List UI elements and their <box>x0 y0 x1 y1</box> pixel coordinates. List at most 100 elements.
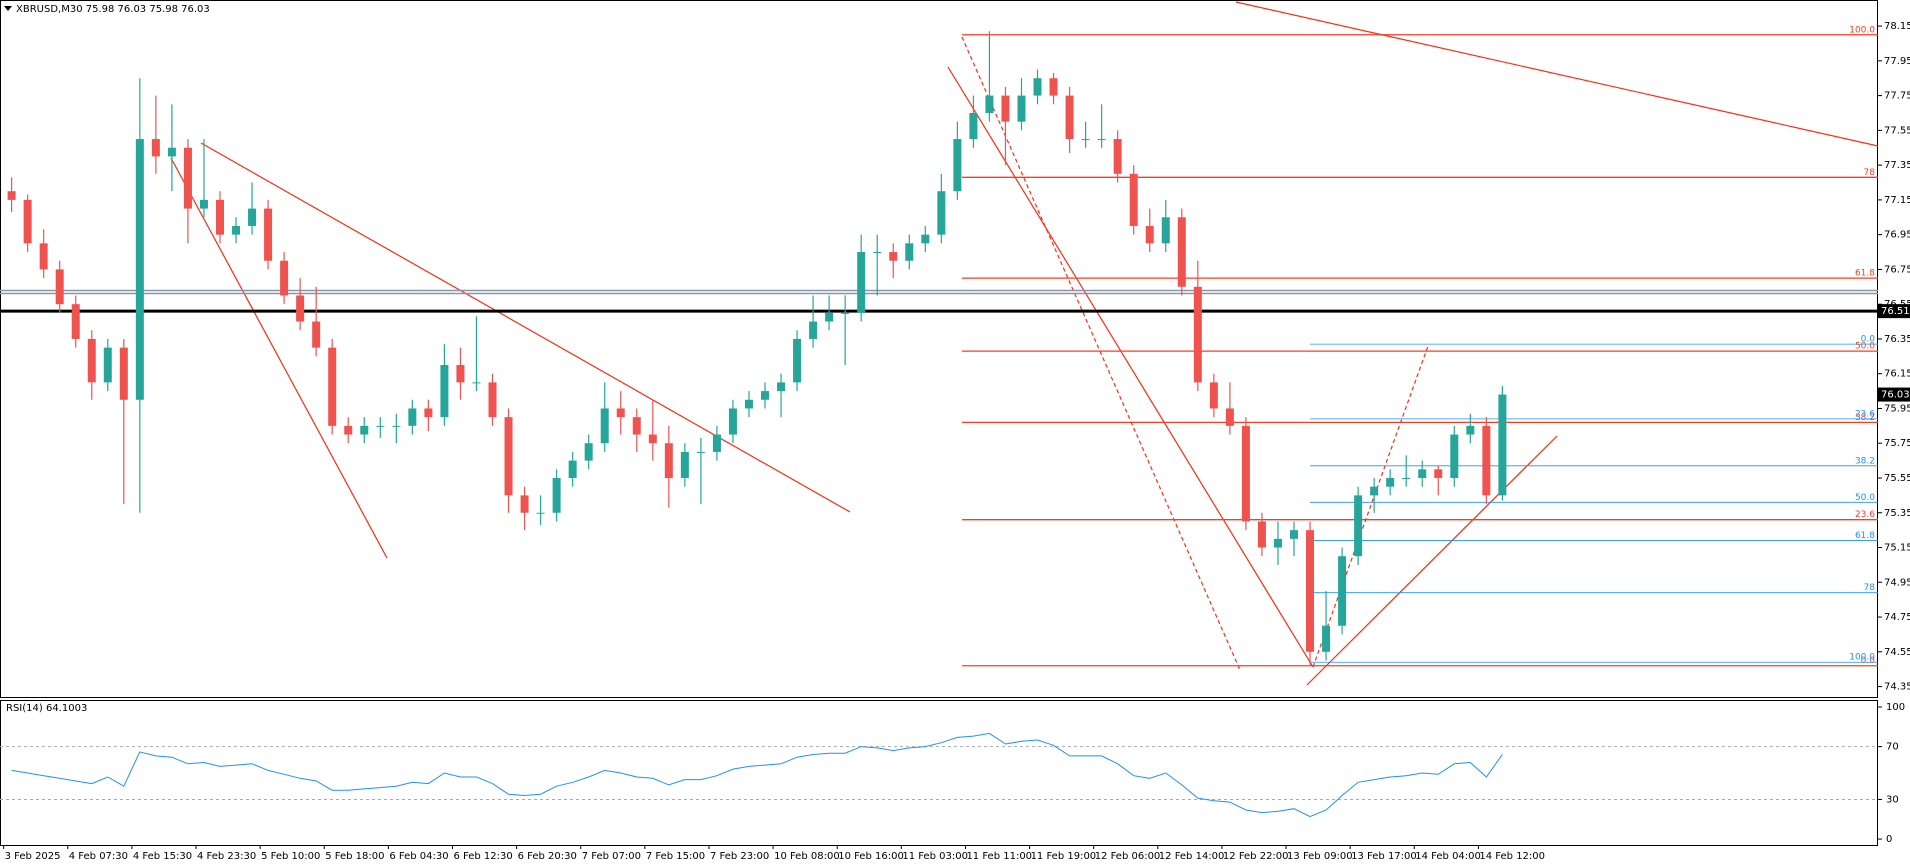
candle-body <box>264 208 273 261</box>
candle-body <box>1049 78 1058 96</box>
candle-body <box>392 425 401 427</box>
candle-body <box>1354 495 1363 557</box>
candle-body <box>648 434 657 444</box>
candle-body <box>7 191 16 200</box>
candle-body <box>728 408 737 435</box>
candle-body <box>857 252 866 313</box>
fib-level-label: 38.2 <box>1855 456 1875 466</box>
candle-body <box>1097 139 1106 141</box>
y-tick-label: 76.15 <box>1884 369 1910 380</box>
candle-body <box>536 512 545 514</box>
candle-body <box>1434 469 1443 478</box>
candle-body <box>600 408 609 444</box>
y-tick-label: 75.75 <box>1884 438 1910 449</box>
x-tick-label: 6 Feb 04:30 <box>389 851 448 862</box>
candle-body <box>328 347 337 426</box>
fib-level-label: 23.6 <box>1855 510 1875 520</box>
rsi-tick-label: 0 <box>1886 834 1892 845</box>
candle-body <box>1145 225 1154 244</box>
candle-body <box>215 199 224 235</box>
x-tick-label: 6 Feb 12:30 <box>453 851 512 862</box>
fib-level-label: 0.0 <box>1861 335 1876 345</box>
candle-body <box>1386 477 1395 487</box>
candle-body <box>937 191 946 235</box>
candle-body <box>199 199 208 209</box>
candle-body <box>841 312 850 314</box>
candle-body <box>632 417 641 435</box>
collapse-arrow[interactable] <box>4 6 12 11</box>
fib-anchor-line <box>961 36 1241 671</box>
candle-body <box>1498 394 1507 496</box>
x-tick-label: 10 Feb 16:00 <box>838 851 904 862</box>
trend-line <box>170 157 388 559</box>
y-tick-label: 77.95 <box>1884 56 1910 67</box>
candle-body <box>744 399 753 409</box>
y-tick-label: 77.35 <box>1884 160 1910 171</box>
x-tick-label: 12 Feb 06:00 <box>1095 851 1161 862</box>
candle-body <box>616 408 625 418</box>
candle-body <box>1081 139 1090 141</box>
x-tick-label: 7 Feb 23:00 <box>710 851 769 862</box>
candle-body <box>183 147 192 209</box>
candle-body <box>488 382 497 418</box>
candle-body <box>1241 425 1250 522</box>
candle-body <box>504 417 513 496</box>
trend-line <box>947 66 1314 668</box>
x-tick-label: 14 Feb 04:00 <box>1415 851 1481 862</box>
y-tick-label: 74.95 <box>1884 577 1910 588</box>
x-tick-label: 4 Feb 15:30 <box>133 851 192 862</box>
y-tick-label: 74.35 <box>1884 682 1910 693</box>
candle-body <box>472 382 481 384</box>
candle-body <box>696 451 705 453</box>
candle-body <box>151 139 160 157</box>
fib-level-label: 78 <box>1864 168 1876 178</box>
candle-body <box>953 139 962 192</box>
y-tick-label: 74.75 <box>1884 612 1910 623</box>
candle-body <box>55 269 64 305</box>
rsi-tick-label: 30 <box>1886 794 1899 805</box>
rsi-tick-label: 70 <box>1886 742 1899 753</box>
x-tick-label: 7 Feb 07:00 <box>582 851 641 862</box>
x-tick-label: 6 Feb 20:30 <box>518 851 577 862</box>
rsi-line <box>11 732 1503 818</box>
candle-body <box>1017 95 1026 122</box>
candle-body <box>135 139 144 400</box>
x-tick-label: 5 Feb 10:00 <box>261 851 320 862</box>
candle-body <box>985 95 994 113</box>
candle-body <box>1466 425 1475 435</box>
candle-body <box>905 243 914 261</box>
x-tick-label: 11 Feb 03:00 <box>902 851 968 862</box>
candle-body <box>1209 382 1218 409</box>
x-tick-label: 12 Feb 14:00 <box>1159 851 1225 862</box>
x-tick-label: 4 Feb 07:30 <box>69 851 128 862</box>
candle-body <box>103 347 112 383</box>
x-tick-label: 14 Feb 12:00 <box>1479 851 1545 862</box>
fib-level-label: 61.8 <box>1855 531 1875 541</box>
candle-body <box>1257 521 1266 548</box>
trend-line <box>1235 1 1879 147</box>
candle-body <box>1370 486 1379 496</box>
candle-body <box>969 112 978 140</box>
y-tick-label: 74.55 <box>1884 647 1910 658</box>
fib-level-label: 100.0 <box>1849 653 1875 663</box>
candle-body <box>360 425 369 435</box>
x-tick-label: 13 Feb 09:00 <box>1287 851 1353 862</box>
trend-line <box>1306 435 1558 686</box>
candle-body <box>1225 408 1234 426</box>
rsi-tick-label: 100 <box>1886 702 1905 713</box>
candle-body <box>1482 425 1491 496</box>
candle-body <box>1338 556 1347 626</box>
y-tick-label: 75.95 <box>1884 403 1910 414</box>
fib-level-label: 50.0 <box>1855 493 1875 503</box>
level-price-label: 76.51 <box>1881 306 1910 317</box>
y-tick-label: 77.75 <box>1884 91 1910 102</box>
candle-body <box>296 295 305 322</box>
trend-line <box>200 142 851 513</box>
last-price-box <box>1878 387 1910 402</box>
candle-body <box>520 495 529 513</box>
candle-body <box>809 321 818 339</box>
y-tick-label: 76.35 <box>1884 334 1910 345</box>
candle-body <box>280 260 289 296</box>
fib-level-label: 100.0 <box>1849 25 1875 35</box>
